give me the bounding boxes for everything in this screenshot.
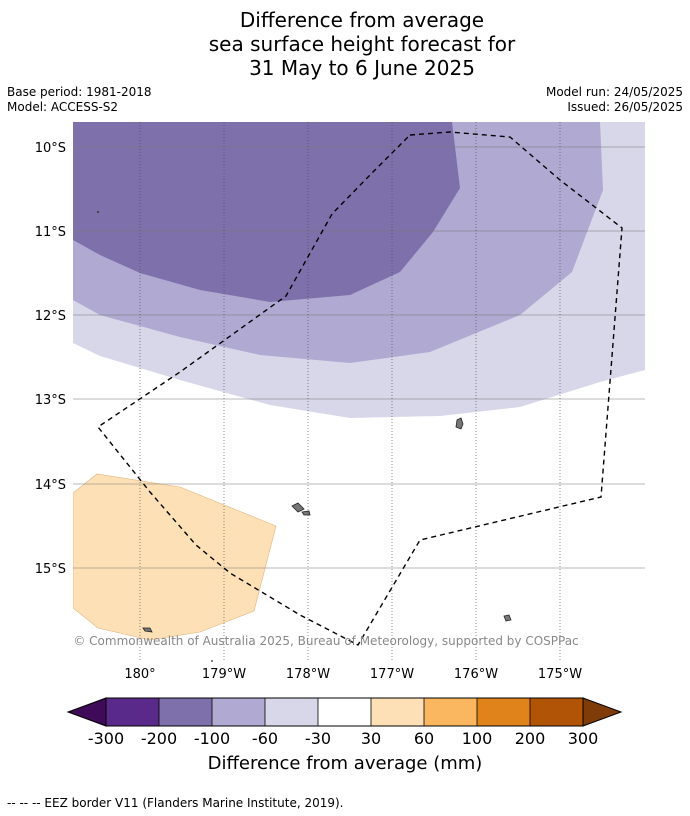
colorbar-bin	[318, 698, 371, 726]
lon-label: 177°W	[370, 667, 414, 682]
island-wallis-west	[291, 502, 305, 513]
lat-label: 12°S	[35, 309, 66, 324]
colorbar-bin	[424, 698, 477, 726]
island-niuafoou	[455, 417, 464, 430]
colorbar-tick-label: -200	[141, 729, 177, 748]
model-name: Model: ACCESS-S2	[7, 100, 119, 114]
lat-labels: 10°S 11°S 12°S 13°S 14°S 15°S	[35, 141, 66, 577]
island-niuatoputapu	[503, 614, 512, 622]
lon-label: 175°W	[538, 667, 582, 682]
colorbar-tick-label: 200	[515, 729, 546, 748]
island-wallis-east	[301, 510, 311, 516]
lat-label: 15°S	[35, 562, 66, 577]
lon-labels: 180° 179°W 178°W 177°W 176°W 175°W	[124, 667, 582, 682]
map-title: Difference from average sea surface heig…	[0, 8, 690, 80]
colorbar-title: Difference from average (mm)	[207, 753, 483, 774]
colorbar-tick-label: 30	[361, 729, 381, 748]
lat-label: 13°S	[35, 393, 66, 408]
anomaly-region-light-orange	[73, 473, 277, 641]
map-area	[73, 122, 645, 660]
meta-right: Model run: 24/05/2025 Issued: 26/05/2025	[546, 85, 683, 115]
colorbar-bin	[477, 698, 530, 726]
meta-left: Base period: 1981-2018 Model: ACCESS-S2	[7, 85, 152, 115]
grid-lines	[73, 122, 645, 660]
lat-label: 11°S	[35, 225, 66, 240]
lon-label: 176°W	[454, 667, 498, 682]
lon-label: 180°	[124, 667, 155, 682]
anomaly-region-dark-purple	[73, 122, 460, 302]
colorbar-extend-high	[582, 697, 623, 727]
colorbar: -300 -200 -100 -60 -30 30 60 100 200 300	[66, 697, 623, 748]
colorbar-bin	[265, 698, 318, 726]
copyright-notice: © Commonwealth of Australia 2025, Bureau…	[73, 634, 578, 648]
colorbar-bin	[106, 698, 159, 726]
base-period: Base period: 1981-2018	[7, 85, 152, 99]
lon-label: 178°W	[286, 667, 330, 682]
model-run: Model run: 24/05/2025	[545, 85, 683, 99]
colorbar-tick-label: 100	[462, 729, 493, 748]
lon-label: 179°W	[202, 667, 246, 682]
colorbar-bin	[530, 698, 583, 726]
issued-date: Issued: 26/05/2025	[567, 100, 683, 114]
island-southwest	[142, 627, 153, 633]
colorbar-tick-label: -300	[88, 729, 124, 748]
colorbar-tick-label: 60	[414, 729, 434, 748]
colorbar-frame	[105, 697, 584, 727]
colorbar-tick-label: -30	[305, 729, 331, 748]
colorbar-dividers	[158, 698, 531, 726]
title-line-2: sea surface height forecast for	[208, 32, 516, 56]
eez-legend-note: -- -- -- EEZ border V11 (Flanders Marine…	[7, 796, 344, 810]
colorbar-bin	[159, 698, 212, 726]
island-small	[97, 211, 99, 213]
colorbar-bin	[212, 698, 265, 726]
colorbar-tick-label: 300	[568, 729, 599, 748]
colorbar-extend-low	[66, 697, 107, 727]
lat-label: 10°S	[35, 141, 66, 156]
colorbar-ticks: -300 -200 -100 -60 -30 30 60 100 200 300	[88, 729, 598, 748]
colorbar-tick-label: -60	[252, 729, 278, 748]
colorbar-bin	[371, 698, 424, 726]
title-line-3: 31 May to 6 June 2025	[249, 56, 475, 80]
eez-border	[96, 131, 623, 646]
lat-label: 14°S	[35, 478, 66, 493]
title-line-1: Difference from average	[239, 8, 485, 32]
colorbar-tick-label: -100	[194, 729, 230, 748]
